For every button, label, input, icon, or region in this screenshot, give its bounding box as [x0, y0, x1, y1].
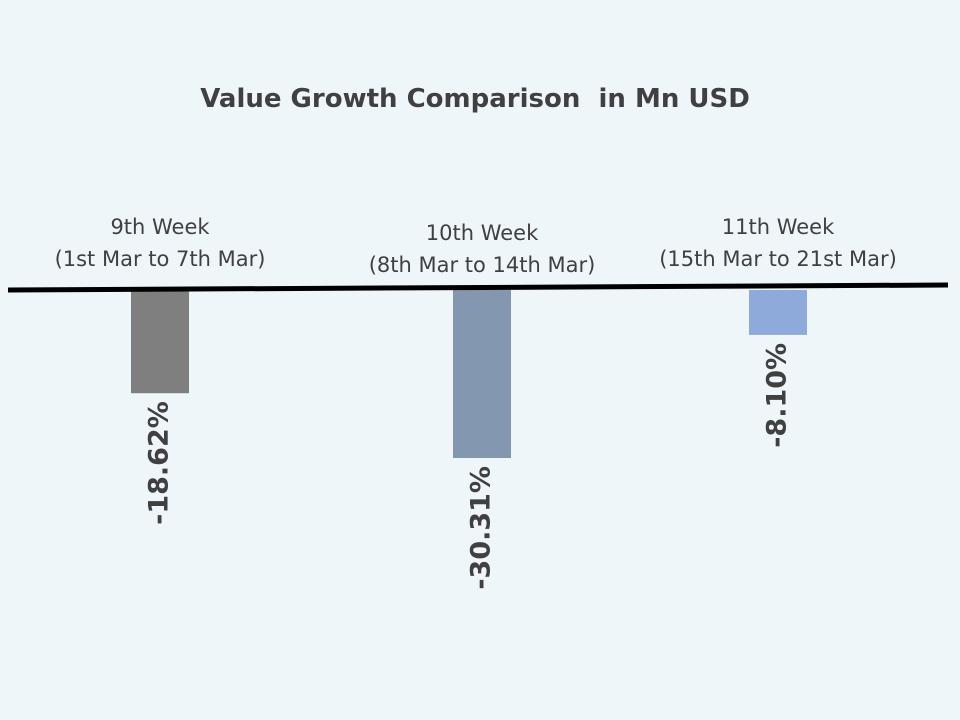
bar-1	[131, 290, 189, 394]
data-label-2: -30.31%	[466, 466, 497, 590]
zero-axis-line	[7, 282, 949, 293]
category-label-1-week: 9th Week	[110, 215, 210, 239]
data-label-3: -8.10%	[762, 343, 793, 448]
category-label-3-range: (15th Mar to 21st Mar)	[659, 247, 897, 271]
category-label-1-range: (1st Mar to 7th Mar)	[55, 247, 266, 271]
data-label-1: -18.62%	[144, 401, 175, 525]
bar-2	[453, 290, 511, 458]
chart-title: Value Growth Comparison in Mn USD	[200, 84, 750, 114]
category-label-2-range: (8th Mar to 14th Mar)	[369, 253, 596, 277]
bar-3	[749, 290, 807, 335]
category-label-2-week: 10th Week	[426, 221, 539, 245]
data-labels: -18.62% -30.31% -8.10%	[144, 343, 793, 590]
bars-layer	[131, 290, 807, 458]
category-label-3-week: 11th Week	[722, 215, 835, 239]
category-labels: 9th Week (1st Mar to 7th Mar) 10th Week (8t…	[55, 215, 897, 277]
